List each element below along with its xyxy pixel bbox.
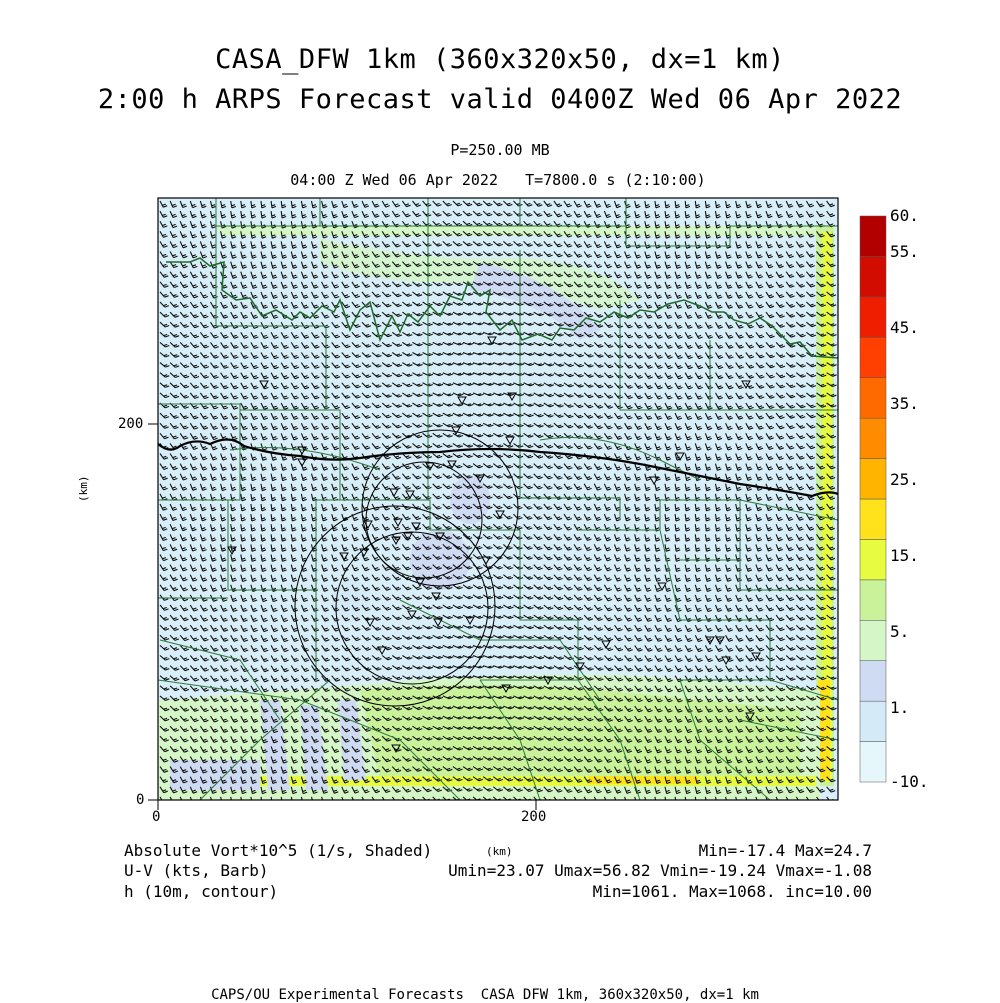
colorbar-swatch (859, 256, 887, 298)
red-river-boundary (166, 257, 838, 359)
height-label: h (10m, contour) (124, 882, 279, 901)
colorbar-label: 15. (890, 546, 919, 565)
colorbar-label: 5. (890, 622, 910, 641)
colorbar-swatch (859, 620, 887, 661)
y-tick-200: 200 (118, 416, 144, 432)
y-tick-0: 0 (136, 792, 145, 808)
colorbar-swatch (859, 337, 887, 378)
colorbar-swatch (859, 660, 887, 702)
plot-frame (157, 197, 839, 801)
axis-ticks (148, 423, 537, 810)
wind-stats: Umin=23.07 Umax=56.82 Vmin=-19.24 Vmax=-… (448, 861, 872, 880)
colorbar-swatch (859, 741, 887, 783)
station-markers (227, 336, 761, 754)
colorbar-label: 25. (890, 470, 919, 489)
colorbar-label: 35. (890, 394, 919, 413)
bold-height-contour (158, 438, 838, 498)
county-boundaries (158, 198, 838, 800)
x-tick-200: 200 (521, 809, 547, 825)
station-marker-set (227, 336, 761, 754)
colorbar-label: 60. (890, 206, 919, 225)
pressure-level: P=250.00 MB (450, 141, 550, 159)
colorbar-swatch (859, 215, 887, 257)
colorbar-swatch (859, 539, 887, 581)
colorbar-swatch (859, 458, 887, 500)
vorticity-stats: Min=-17.4 Max=24.7 (698, 841, 872, 860)
title-line-2: 2:00 h ARPS Forecast valid 0400Z Wed 06 … (97, 84, 903, 115)
colorbar-swatch (859, 498, 887, 540)
colorbar-swatch (859, 296, 887, 338)
footer-credit: CAPS/OU Experimental Forecasts CASA DFW … (211, 987, 759, 1003)
colorbar-label: 1. (890, 698, 910, 717)
colorbar-label: 55. (890, 242, 919, 261)
colorbar-swatch (859, 377, 887, 419)
vorticity-label: Absolute Vort*10^5 (1/s, Shaded) (124, 841, 433, 860)
colorbar (859, 215, 887, 783)
vorticity-shading (158, 198, 838, 800)
colorbar-swatch (859, 417, 887, 459)
colorbar-label: 45. (890, 318, 919, 337)
y-axis-unit: (km) (77, 475, 90, 503)
valid-time: 04:00 Z Wed 06 Apr 2022 T=7800.0 s (2:10… (290, 171, 706, 189)
center-unit: (km) (486, 845, 513, 858)
wind-barbs (159, 200, 837, 800)
wind-barb-field (159, 200, 837, 800)
title-line-1: CASA_DFW 1km (360x320x50, dx=1 km) (215, 44, 785, 75)
height-contours (294, 429, 519, 707)
colorbar-label: -10. (890, 772, 929, 791)
colorbar-swatch (859, 579, 887, 621)
colorbar-swatch (859, 700, 887, 742)
height-stats: Min=1061. Max=1068. inc=10.00 (592, 882, 872, 901)
wind-label: U-V (kts, Barb) (124, 861, 269, 880)
x-tick-0: 0 (152, 809, 161, 825)
